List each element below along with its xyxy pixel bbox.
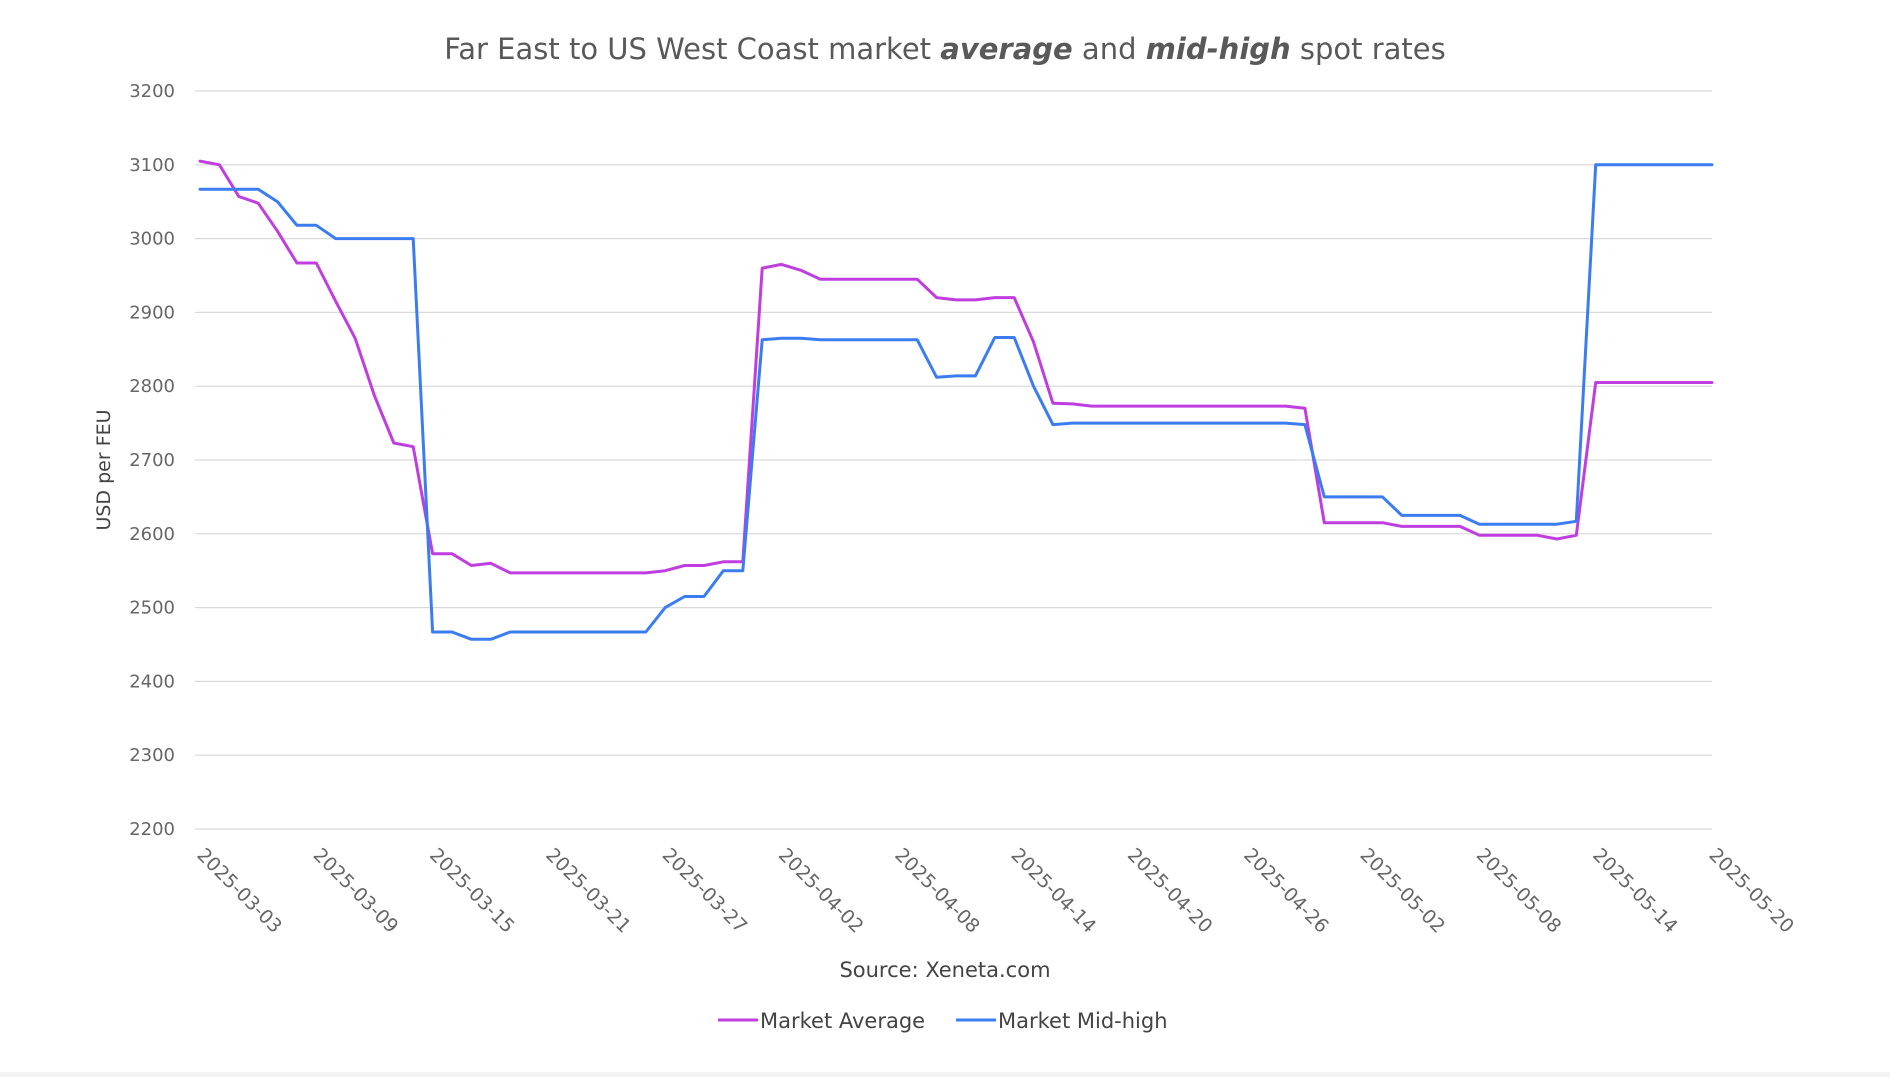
y-tick-label: 2200 (129, 819, 175, 840)
y-tick-label: 2800 (129, 376, 175, 397)
x-tick-label: 2025-05-14 (1588, 844, 1682, 938)
y-axis-label: USD per FEU (93, 409, 115, 530)
grid-lines (195, 90, 1712, 830)
y-tick-label: 3000 (129, 229, 175, 250)
y-tick-label: 3200 (129, 81, 175, 102)
chart-title-emph-midhigh: mid-high (1146, 32, 1291, 66)
y-tick-label: 3100 (129, 155, 175, 176)
y-tick-label: 2900 (129, 302, 175, 323)
x-axis-ticks: 2025-03-03 2025-03-09 2025-03-15 2025-03-21… (192, 844, 1798, 938)
x-tick-label: 2025-04-20 (1123, 844, 1217, 938)
series-line-average (198, 159, 1714, 575)
x-tick-label: 2025-05-08 (1472, 844, 1566, 938)
legend: Market Average Market Mid-high (718, 1009, 1168, 1033)
x-tick-label: 2025-04-08 (890, 844, 984, 938)
x-tick-label: 2025-03-15 (425, 844, 519, 938)
x-tick-label: 2025-05-02 (1356, 844, 1450, 938)
y-tick-label: 2700 (129, 450, 175, 471)
y-tick-label: 2300 (129, 745, 175, 766)
legend-label-midhigh: Market Mid-high (998, 1009, 1168, 1033)
x-tick-label: 2025-03-09 (309, 844, 403, 938)
x-tick-label: 2025-04-02 (774, 844, 868, 938)
x-tick-label: 2025-04-14 (1007, 844, 1101, 938)
y-tick-label: 2600 (129, 524, 175, 545)
series-line-midhigh (198, 163, 1714, 641)
chart-title-middle: and (1073, 32, 1146, 66)
chart-title-prefix: Far East to US West Coast market (444, 32, 940, 66)
chart-title-suffix: spot rates (1291, 32, 1446, 66)
chart-title: Far East to US West Coast market average… (444, 32, 1446, 66)
y-tick-label: 2500 (129, 598, 175, 619)
y-axis-ticks: 2200 2300 2400 2500 2600 2700 2800 2900 3000 3100… (129, 81, 175, 840)
x-tick-label: 2025-05-20 (1704, 844, 1798, 938)
x-tick-label: 2025-03-21 (541, 844, 635, 938)
y-tick-label: 2400 (129, 671, 175, 692)
series-lines (198, 159, 1714, 641)
chart-title-emph-average: average (940, 32, 1072, 66)
source-note: Source: Xeneta.com (839, 958, 1050, 982)
legend-label-average: Market Average (760, 1009, 925, 1033)
x-tick-label: 2025-03-27 (658, 844, 752, 938)
x-tick-label: 2025-03-03 (192, 844, 286, 938)
x-tick-label: 2025-04-26 (1239, 844, 1333, 938)
